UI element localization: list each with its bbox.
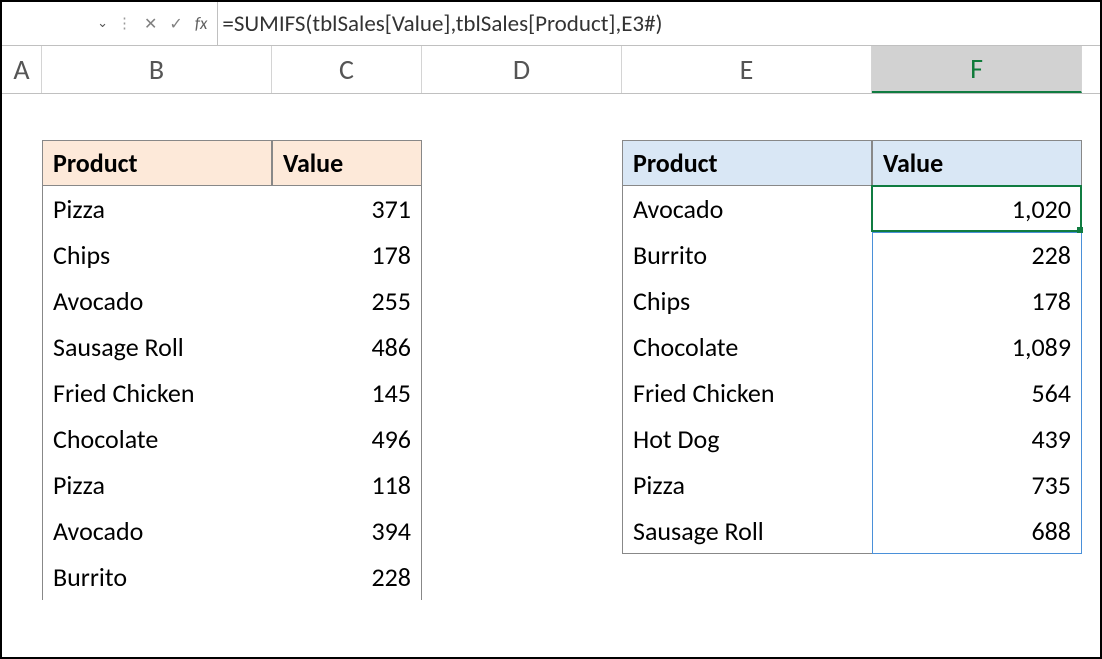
t1-r5-c1[interactable]: 496 (272, 416, 422, 462)
t1-r6-c0[interactable]: Pizza (42, 462, 272, 508)
t2-r4-c0[interactable]: Fried Chicken (622, 370, 872, 416)
excel-window: ⌄ ⋮ ✕ ✓ fx =SUMIFS(tblSales[Value],tblSa… (0, 0, 1102, 659)
t1-r8-c0[interactable]: Burrito (42, 554, 272, 600)
name-box-dropdown-icon[interactable]: ⌄ (97, 16, 108, 31)
t2-r5-c0[interactable]: Hot Dog (622, 416, 872, 462)
formula-input[interactable]: =SUMIFS(tblSales[Value],tblSales[Product… (217, 2, 1100, 45)
t2-r2-c0[interactable]: Chips (622, 278, 872, 324)
t1-r3-c1[interactable]: 486 (272, 324, 422, 370)
t1-r2-c0[interactable]: Avocado (42, 278, 272, 324)
t2-r6-c1[interactable]: 735 (872, 462, 1082, 508)
t1-r1-c1[interactable]: 178 (272, 232, 422, 278)
cancel-formula-button[interactable]: ✕ (138, 14, 163, 34)
formula-bar-separator: ⋮ (117, 14, 132, 33)
t1-r7-c1[interactable]: 394 (272, 508, 422, 554)
t1-r0-c1[interactable]: 371 (272, 186, 422, 232)
t1-r0-c0[interactable]: Pizza (42, 186, 272, 232)
t1-r6-c1[interactable]: 118 (272, 462, 422, 508)
worksheet[interactable]: Product Value Pizza 371 Chips 178 Avocad… (2, 94, 1100, 657)
enter-formula-button[interactable]: ✓ (163, 14, 188, 34)
t2-r4-c1[interactable]: 564 (872, 370, 1082, 416)
t2-r2-c1[interactable]: 178 (872, 278, 1082, 324)
column-headers: A B C D E F (2, 46, 1100, 94)
t2-r0-c0[interactable]: Avocado (622, 186, 872, 232)
col-header-A[interactable]: A (2, 46, 42, 93)
t2-header-value[interactable]: Value (872, 140, 1082, 186)
col-header-D[interactable]: D (422, 46, 622, 93)
t1-r2-c1[interactable]: 255 (272, 278, 422, 324)
name-box[interactable]: ⌄ (2, 2, 114, 45)
t2-header-product[interactable]: Product (622, 140, 872, 186)
insert-function-button[interactable]: fx (189, 13, 218, 34)
t1-r3-c0[interactable]: Sausage Roll (42, 324, 272, 370)
t1-r8-c1[interactable]: 228 (272, 554, 422, 600)
t1-r7-c0[interactable]: Avocado (42, 508, 272, 554)
t2-r3-c0[interactable]: Chocolate (622, 324, 872, 370)
col-header-B[interactable]: B (42, 46, 272, 93)
col-header-F[interactable]: F (872, 46, 1082, 93)
t1-header-value[interactable]: Value (272, 140, 422, 186)
col-header-C[interactable]: C (272, 46, 422, 93)
t2-r5-c1[interactable]: 439 (872, 416, 1082, 462)
col-header-E[interactable]: E (622, 46, 872, 93)
t1-header-product[interactable]: Product (42, 140, 272, 186)
t2-r1-c0[interactable]: Burrito (622, 232, 872, 278)
t2-r7-c1[interactable]: 688 (872, 508, 1082, 554)
t1-r4-c0[interactable]: Fried Chicken (42, 370, 272, 416)
t2-r3-c1[interactable]: 1,089 (872, 324, 1082, 370)
formula-bar: ⌄ ⋮ ✕ ✓ fx =SUMIFS(tblSales[Value],tblSa… (2, 2, 1100, 46)
t2-r6-c0[interactable]: Pizza (622, 462, 872, 508)
t1-r1-c0[interactable]: Chips (42, 232, 272, 278)
t2-r1-c1[interactable]: 228 (872, 232, 1082, 278)
t2-r7-c0[interactable]: Sausage Roll (622, 508, 872, 554)
t1-r5-c0[interactable]: Chocolate (42, 416, 272, 462)
t2-r0-c1[interactable]: 1,020 (872, 186, 1082, 232)
t1-r4-c1[interactable]: 145 (272, 370, 422, 416)
